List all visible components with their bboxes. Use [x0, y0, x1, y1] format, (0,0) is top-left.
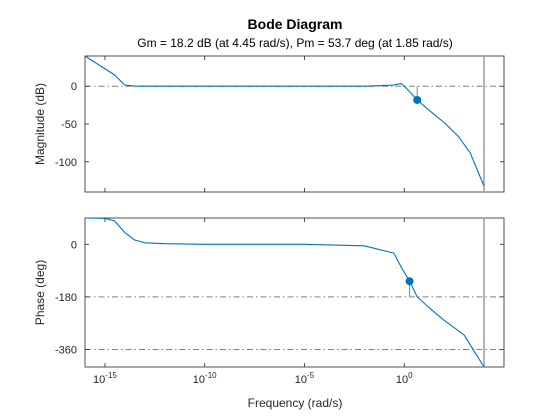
phase-series-line: [84, 217, 485, 368]
phase-margin-marker: [405, 277, 414, 286]
magnitude-y-tick-label: -50: [61, 119, 77, 131]
phase-y-axis-label: Phase (deg): [33, 260, 47, 325]
plot-panels: 0 -50 -100 Magnitude (dB) 0 -180 -360 Phase (de…: [33, 55, 505, 386]
phase-axes-box: [84, 217, 505, 368]
magnitude-axes-box: [84, 55, 505, 193]
phase-y-tick-label: -180: [55, 292, 77, 304]
chart-subtitle: Gm = 18.2 dB (at 4.45 rad/s), Pm = 53.7 …: [137, 36, 453, 50]
phase-y-tick-label: -360: [55, 344, 77, 356]
magnitude-series-line: [84, 55, 485, 187]
magnitude-y-tick-label: 0: [71, 81, 77, 93]
magnitude-y-axis-label: Magnitude (dB): [33, 83, 47, 165]
x-tick-label: 100: [396, 371, 413, 386]
x-tick-label: 10-10: [193, 371, 217, 386]
phase-y-tick-label: 0: [71, 239, 77, 251]
x-tick-label: 10-15: [93, 371, 117, 386]
magnitude-margin-marker: [413, 95, 422, 104]
magnitude-y-tick-label: -100: [55, 157, 77, 169]
x-tick-label: 10-5: [295, 371, 315, 386]
magnitude-panel: 0 -50 -100 Magnitude (dB): [33, 55, 505, 193]
chart-title: Bode Diagram: [248, 16, 343, 32]
x-axis-label: Frequency (rad/s): [248, 396, 343, 410]
phase-panel: 0 -180 -360 Phase (deg): [33, 217, 505, 368]
